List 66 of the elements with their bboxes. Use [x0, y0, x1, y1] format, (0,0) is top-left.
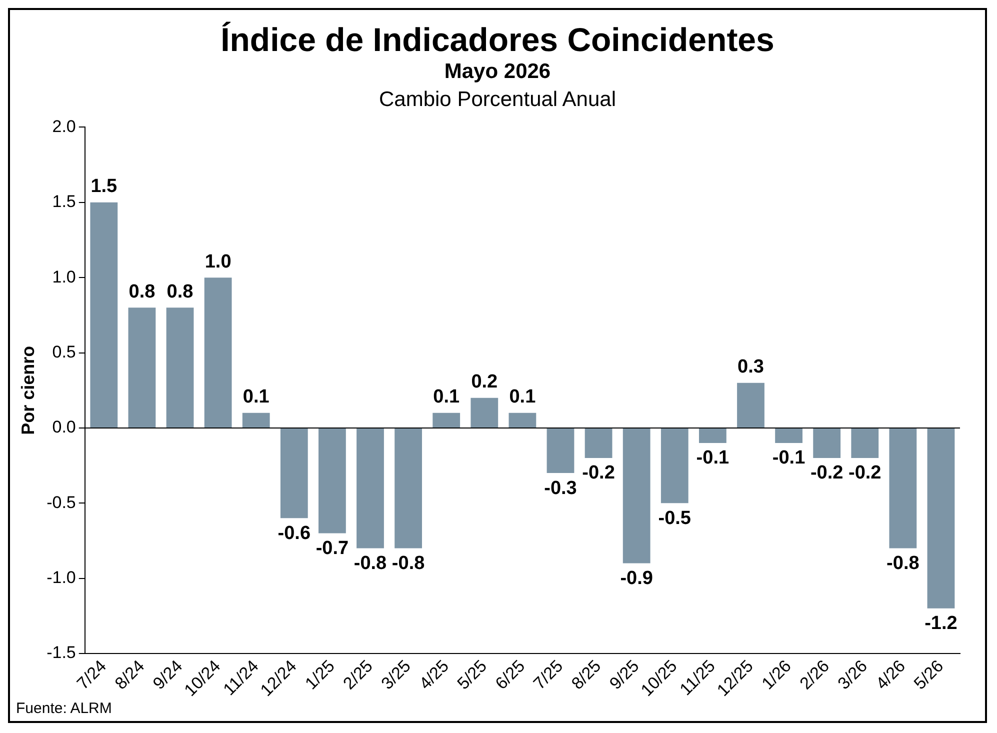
data-label: 0.2 — [471, 372, 498, 393]
bar — [432, 412, 460, 428]
data-label: 0.1 — [509, 386, 536, 408]
x-tick-label: 7/24 — [73, 656, 110, 694]
x-tick-label: 3/26 — [834, 656, 872, 694]
bar — [280, 428, 308, 518]
data-label: 0.8 — [128, 281, 156, 302]
source-note: Fuente: ALRM — [16, 700, 112, 717]
data-label: 0.3 — [738, 356, 764, 378]
y-tick-label: -1.0 — [46, 568, 76, 587]
data-label: -0.8 — [392, 552, 425, 574]
data-label: 0.1 — [242, 386, 270, 408]
bar — [470, 398, 498, 428]
bar — [813, 428, 841, 458]
data-label: -0.2 — [848, 462, 882, 484]
bar — [584, 428, 612, 458]
data-label: -0.2 — [810, 462, 844, 484]
bar — [698, 428, 726, 443]
x-tick-label: 8/24 — [111, 656, 148, 694]
bar — [356, 428, 384, 548]
bar — [660, 428, 688, 504]
data-label: -0.7 — [316, 538, 349, 559]
x-tick-label: 7/25 — [530, 656, 567, 694]
bar — [394, 428, 422, 548]
x-tick-label: 9/24 — [149, 656, 186, 694]
y-tick-label: 0.0 — [52, 418, 76, 437]
bar — [889, 428, 917, 548]
x-tick-label: 5/26 — [910, 656, 948, 694]
y-tick-label: 2.0 — [52, 116, 76, 136]
bar — [851, 428, 879, 458]
y-tick-label: 1.0 — [52, 267, 76, 286]
y-tick-label: -1.5 — [46, 643, 76, 662]
chart-title: Índice de Indicadores Coincidentes — [220, 21, 776, 58]
data-label: -0.8 — [354, 552, 387, 574]
x-tick-label: 4/26 — [872, 656, 910, 694]
bar — [242, 412, 270, 428]
bar — [546, 428, 574, 474]
y-tick-label: -0.5 — [46, 492, 76, 512]
y-axis-title: Por cienro — [18, 346, 38, 435]
data-label: -0.1 — [772, 448, 806, 469]
data-label: -0.2 — [582, 462, 615, 484]
data-label: -1.2 — [924, 613, 958, 634]
data-label: -0.8 — [886, 552, 920, 574]
bar — [737, 382, 764, 428]
bar — [927, 428, 955, 608]
text: Cambio Porcentual Anual — [378, 87, 617, 113]
bar — [622, 428, 650, 564]
data-label: -0.9 — [620, 568, 653, 590]
y-tick-label: 1.5 — [52, 192, 76, 212]
data-label: -0.5 — [658, 508, 692, 529]
data-label: 1.5 — [90, 176, 118, 198]
chart-subtitle: Mayo 2026 — [443, 59, 552, 85]
data-label: -0.6 — [278, 522, 311, 544]
bar — [775, 428, 802, 443]
bar — [128, 308, 156, 428]
data-label: -0.3 — [544, 478, 577, 499]
bar — [204, 278, 232, 428]
data-label: -0.1 — [696, 448, 730, 469]
bar — [318, 428, 346, 534]
bar — [90, 202, 118, 428]
y-tick-label: 0.5 — [52, 342, 76, 362]
data-label: 0.8 — [166, 281, 194, 302]
data-label: 0.1 — [433, 386, 460, 408]
data-label: 1.0 — [204, 251, 232, 272]
bar — [166, 308, 194, 428]
bar — [508, 412, 536, 428]
